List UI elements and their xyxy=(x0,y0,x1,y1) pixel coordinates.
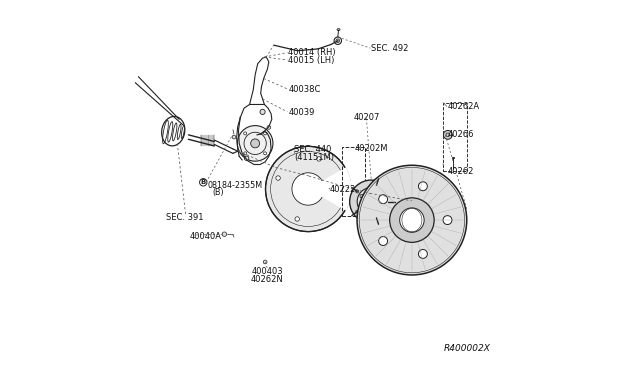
Circle shape xyxy=(419,250,428,259)
Circle shape xyxy=(334,37,342,44)
Circle shape xyxy=(443,216,452,225)
Circle shape xyxy=(444,131,452,139)
Circle shape xyxy=(336,39,340,42)
Circle shape xyxy=(317,157,321,161)
Text: 40262A: 40262A xyxy=(448,102,480,111)
Circle shape xyxy=(349,180,392,223)
Circle shape xyxy=(356,190,358,193)
Text: 400403: 400403 xyxy=(252,267,283,276)
Text: 40266: 40266 xyxy=(448,130,474,140)
Circle shape xyxy=(276,176,280,180)
Circle shape xyxy=(379,194,382,198)
Text: SEC. 440: SEC. 440 xyxy=(294,145,332,154)
Text: 40207: 40207 xyxy=(353,113,380,122)
Circle shape xyxy=(244,152,246,155)
Text: R400002X: R400002X xyxy=(444,344,490,353)
Wedge shape xyxy=(308,167,351,211)
Circle shape xyxy=(232,135,236,139)
Circle shape xyxy=(379,195,388,203)
Circle shape xyxy=(360,194,364,198)
Text: 40038C: 40038C xyxy=(289,85,321,94)
Text: 40222: 40222 xyxy=(330,185,356,194)
Text: B: B xyxy=(200,179,206,185)
Circle shape xyxy=(379,237,388,246)
Circle shape xyxy=(263,260,267,264)
Circle shape xyxy=(251,139,260,148)
Circle shape xyxy=(369,211,373,214)
Circle shape xyxy=(375,184,378,187)
Circle shape xyxy=(244,156,249,160)
Text: (B): (B) xyxy=(212,188,224,197)
Circle shape xyxy=(356,210,358,213)
Circle shape xyxy=(295,217,300,221)
Text: SEC. 391: SEC. 391 xyxy=(166,213,204,222)
Circle shape xyxy=(357,187,385,215)
Text: 40040A: 40040A xyxy=(189,231,221,241)
Text: 40202M: 40202M xyxy=(355,144,388,153)
Ellipse shape xyxy=(162,116,185,146)
Circle shape xyxy=(375,217,378,219)
Circle shape xyxy=(365,195,378,208)
Text: 40015 (LH): 40015 (LH) xyxy=(289,56,335,65)
Circle shape xyxy=(267,126,271,129)
Text: 40262: 40262 xyxy=(448,167,474,176)
Text: 40014 (RH): 40014 (RH) xyxy=(289,48,336,57)
Bar xyxy=(342,147,365,216)
Text: 40262N: 40262N xyxy=(251,275,284,284)
Circle shape xyxy=(222,232,227,236)
Text: 40039: 40039 xyxy=(289,108,315,117)
Circle shape xyxy=(264,152,267,155)
Bar xyxy=(443,103,467,171)
Text: (41151M): (41151M) xyxy=(294,153,334,162)
Ellipse shape xyxy=(337,29,340,31)
Circle shape xyxy=(357,165,467,275)
Circle shape xyxy=(244,132,246,135)
Text: SEC. 492: SEC. 492 xyxy=(371,44,408,53)
Circle shape xyxy=(260,109,265,115)
Circle shape xyxy=(237,126,273,161)
Circle shape xyxy=(387,200,390,203)
Circle shape xyxy=(264,132,267,135)
Circle shape xyxy=(419,182,428,191)
Circle shape xyxy=(266,146,351,232)
Circle shape xyxy=(390,198,434,242)
Text: 08184-2355M: 08184-2355M xyxy=(207,181,262,190)
Circle shape xyxy=(292,173,324,205)
Circle shape xyxy=(400,208,424,232)
